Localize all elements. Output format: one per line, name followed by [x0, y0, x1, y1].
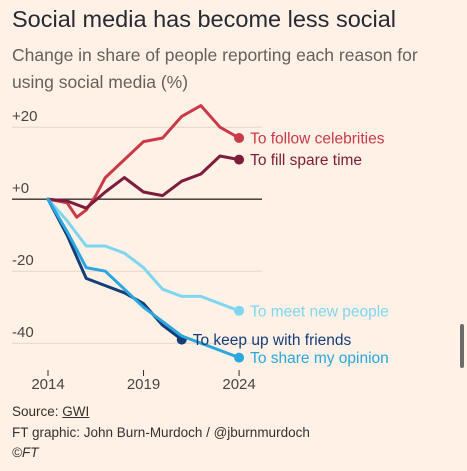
y-tick-label: -40 [12, 324, 34, 341]
chart-title: Social media has become less social [12, 6, 397, 32]
series-line [46, 197, 184, 342]
y-tick-label: +20 [12, 108, 37, 125]
series-end-point [234, 133, 245, 143]
series-line [46, 197, 241, 360]
x-tick-label: 2014 [31, 376, 64, 393]
source-line: Source: GWI [12, 404, 90, 419]
series-label: To keep up with friends [193, 332, 352, 349]
chart-subtitle: Change in share of people reporting each… [12, 45, 418, 92]
series-label: To fill spare time [250, 152, 362, 169]
series-label: To follow celebrities [250, 131, 385, 148]
source-link[interactable]: GWI [62, 404, 90, 419]
chart-footer: Source: GWI FT graphic: John Burn-Murdoc… [12, 402, 310, 464]
x-tick-label: 2024 [222, 376, 255, 393]
y-tick-label: +0 [12, 180, 29, 197]
series-line [46, 154, 241, 210]
series-line [46, 197, 241, 313]
scrollbar[interactable] [460, 324, 464, 368]
y-tick-label: -20 [12, 252, 34, 269]
series-line [46, 104, 241, 219]
series-label: To meet new people [250, 303, 389, 320]
credit-line: FT graphic: John Burn-Murdoch / @jburnmu… [12, 424, 310, 440]
series-end-point [234, 154, 245, 165]
series-label: To share my opinion [250, 350, 389, 367]
x-tick-label: 2019 [127, 376, 160, 393]
series-end-point [234, 352, 245, 363]
copyright: ©FT [12, 445, 39, 460]
series-end-point [234, 305, 245, 316]
